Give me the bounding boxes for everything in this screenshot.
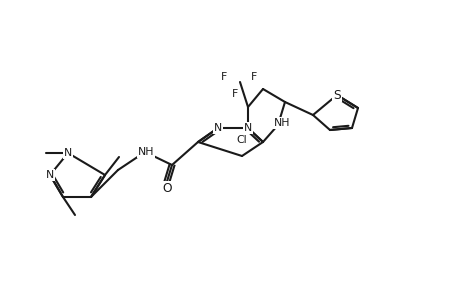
Text: NH: NH [137, 147, 154, 157]
Text: F: F [231, 89, 238, 99]
Text: F: F [220, 72, 227, 82]
Text: N: N [64, 148, 72, 158]
Text: S: S [332, 88, 340, 101]
Text: N: N [243, 123, 252, 133]
Text: Cl: Cl [236, 135, 247, 145]
Text: NH: NH [273, 118, 290, 128]
Text: F: F [250, 72, 257, 82]
Text: N: N [46, 170, 54, 180]
Text: O: O [162, 182, 172, 194]
Text: N: N [213, 123, 222, 133]
